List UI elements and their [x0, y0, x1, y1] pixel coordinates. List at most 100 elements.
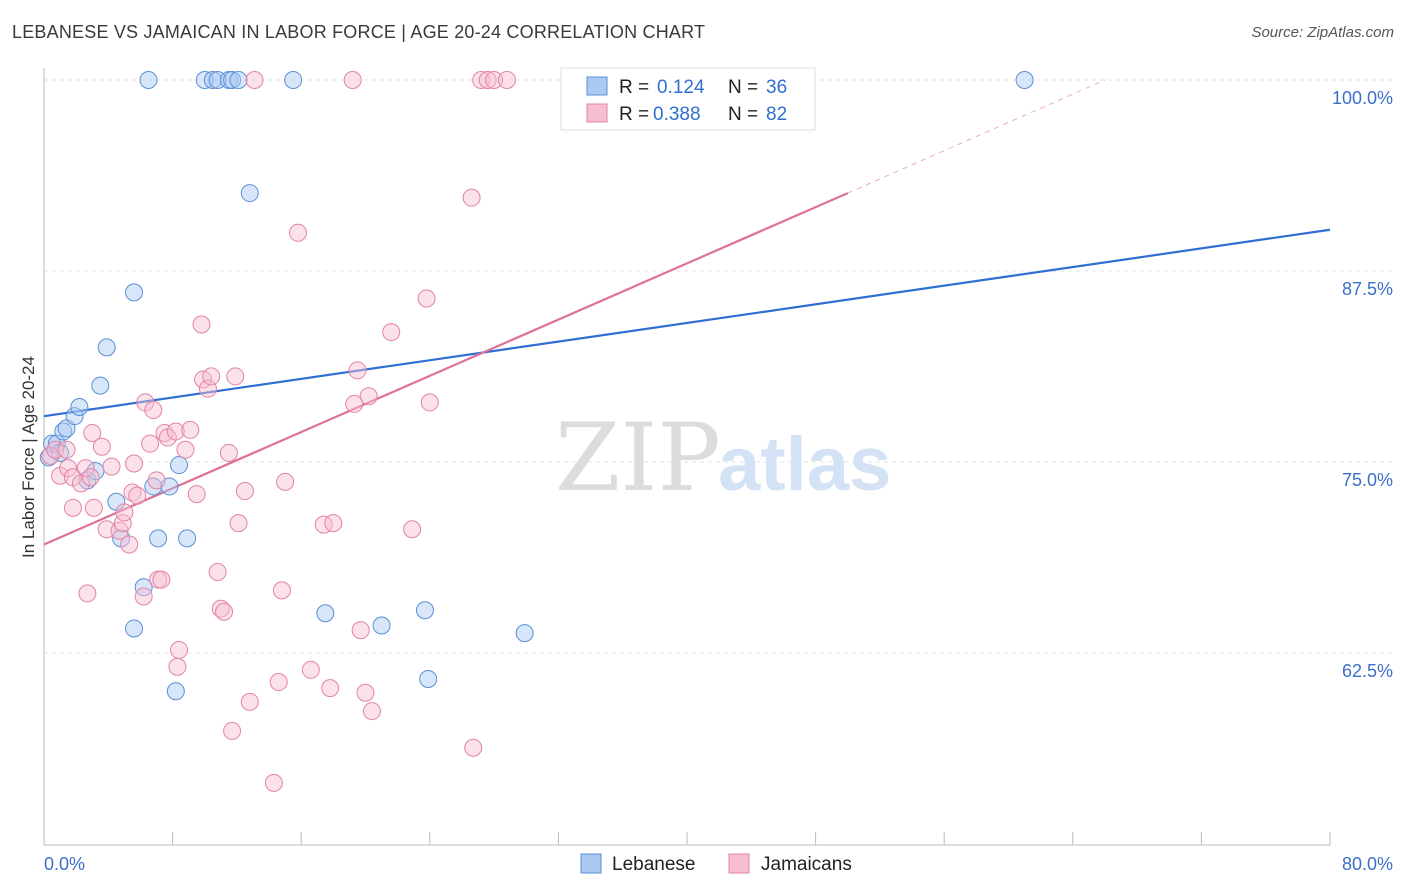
point-lebanese	[125, 619, 144, 638]
point-jamaicans	[356, 683, 375, 702]
point-lebanese	[515, 624, 534, 643]
point-jamaicans	[152, 570, 171, 589]
data-points	[39, 71, 1034, 792]
point-jamaicans	[102, 457, 121, 476]
y-axis-label: In Labor Force | Age 20-24	[19, 356, 38, 558]
point-lebanese	[178, 529, 197, 548]
point-lebanese	[223, 71, 242, 89]
y-axis-tick-labels: 62.5% 75.0% 87.5% 100.0%	[1332, 88, 1393, 681]
point-lebanese	[139, 71, 158, 89]
bottom-legend-swatch-lebanese	[580, 853, 602, 874]
chart-source: Source: ZipAtlas.com	[1251, 24, 1394, 41]
legend: R = 0.124 N = 36 R = 0.388 N = 82	[560, 67, 816, 131]
point-lebanese	[91, 376, 110, 395]
point-lebanese	[419, 669, 438, 688]
point-jamaicans	[362, 702, 381, 721]
point-lebanese	[316, 604, 335, 623]
point-jamaicans	[78, 584, 97, 603]
point-jamaicans	[81, 468, 100, 487]
point-jamaicans	[314, 515, 333, 534]
point-jamaicans	[345, 394, 364, 413]
point-jamaicans	[417, 289, 436, 308]
point-lebanese	[65, 407, 84, 426]
legend-swatch-jamaicans	[586, 103, 608, 123]
point-lebanese	[149, 529, 168, 548]
point-jamaicans	[123, 483, 142, 502]
point-jamaicans	[223, 721, 242, 740]
point-jamaicans	[97, 520, 116, 539]
point-jamaicans	[226, 367, 245, 386]
point-jamaicans	[472, 71, 491, 89]
legend-r-label-2: R =	[619, 104, 649, 125]
point-lebanese	[70, 397, 89, 416]
point-jamaicans	[141, 434, 160, 453]
point-jamaicans	[144, 401, 163, 420]
point-jamaicans	[420, 393, 439, 412]
point-jamaicans	[464, 738, 483, 757]
point-jamaicans	[76, 459, 95, 478]
point-jamaicans	[301, 660, 320, 679]
point-jamaicans	[147, 471, 166, 490]
point-jamaicans	[215, 602, 234, 621]
legend-r-value-2: 0.388	[653, 104, 701, 125]
point-jamaicans	[115, 503, 134, 522]
point-jamaicans	[269, 673, 288, 692]
legend-swatch-lebanese	[586, 76, 608, 96]
point-jamaicans	[485, 71, 504, 89]
point-lebanese	[372, 616, 391, 635]
point-jamaicans	[497, 71, 516, 89]
point-jamaicans	[324, 514, 343, 533]
point-lebanese	[125, 283, 144, 302]
point-jamaicans	[181, 420, 200, 439]
point-lebanese	[203, 71, 222, 89]
point-jamaicans	[403, 520, 422, 539]
bottom-legend: Lebanese Jamaicans	[580, 853, 852, 875]
point-lebanese	[229, 71, 248, 89]
x-tick-label-max: 80.0%	[1342, 854, 1393, 874]
point-jamaicans	[245, 71, 264, 89]
point-jamaicans	[235, 482, 254, 501]
chart-title: LEBANESE VS JAMAICAN IN LABOR FORCE | AG…	[12, 22, 706, 42]
point-jamaicans	[229, 514, 248, 533]
y-tick-label: 100.0%	[1332, 88, 1393, 108]
point-jamaicans	[202, 367, 221, 386]
point-jamaicans	[83, 423, 102, 442]
point-jamaicans	[264, 773, 283, 792]
point-jamaicans	[462, 188, 481, 207]
point-jamaicans	[134, 587, 153, 606]
legend-n-value-2: 82	[766, 104, 787, 125]
point-jamaicans	[208, 563, 227, 582]
x-tick-label-min: 0.0%	[44, 854, 85, 874]
y-tick-label: 75.0%	[1342, 470, 1393, 490]
y-tick-label: 87.5%	[1342, 279, 1393, 299]
point-jamaicans	[240, 692, 259, 711]
legend-n-label-2: N =	[728, 104, 758, 125]
point-jamaicans	[41, 446, 60, 465]
point-jamaicans	[272, 581, 291, 600]
bottom-legend-label-lebanese: Lebanese	[612, 854, 695, 875]
point-jamaicans	[84, 498, 103, 517]
point-jamaicans	[276, 472, 295, 491]
point-lebanese	[170, 456, 189, 475]
point-jamaicans	[321, 679, 340, 698]
point-jamaicans	[348, 361, 367, 380]
point-jamaicans	[125, 454, 144, 473]
point-jamaicans	[170, 640, 189, 659]
point-jamaicans	[351, 621, 370, 640]
point-jamaicans	[382, 323, 401, 342]
point-jamaicans	[59, 459, 78, 478]
point-jamaicans	[168, 657, 187, 676]
y-tick-label: 62.5%	[1342, 661, 1393, 681]
point-lebanese	[1015, 71, 1034, 89]
bottom-legend-swatch-jamaicans	[728, 853, 750, 874]
legend-r-label-1: R =	[619, 77, 649, 98]
point-jamaicans	[211, 599, 230, 618]
legend-n-value-1: 36	[766, 77, 787, 98]
point-lebanese	[166, 682, 185, 701]
trend-line-lebanese	[43, 228, 1331, 418]
point-jamaicans	[478, 71, 497, 89]
watermark-atlas: atlas	[718, 422, 891, 507]
point-jamaicans	[120, 535, 139, 554]
point-jamaicans	[176, 440, 195, 459]
